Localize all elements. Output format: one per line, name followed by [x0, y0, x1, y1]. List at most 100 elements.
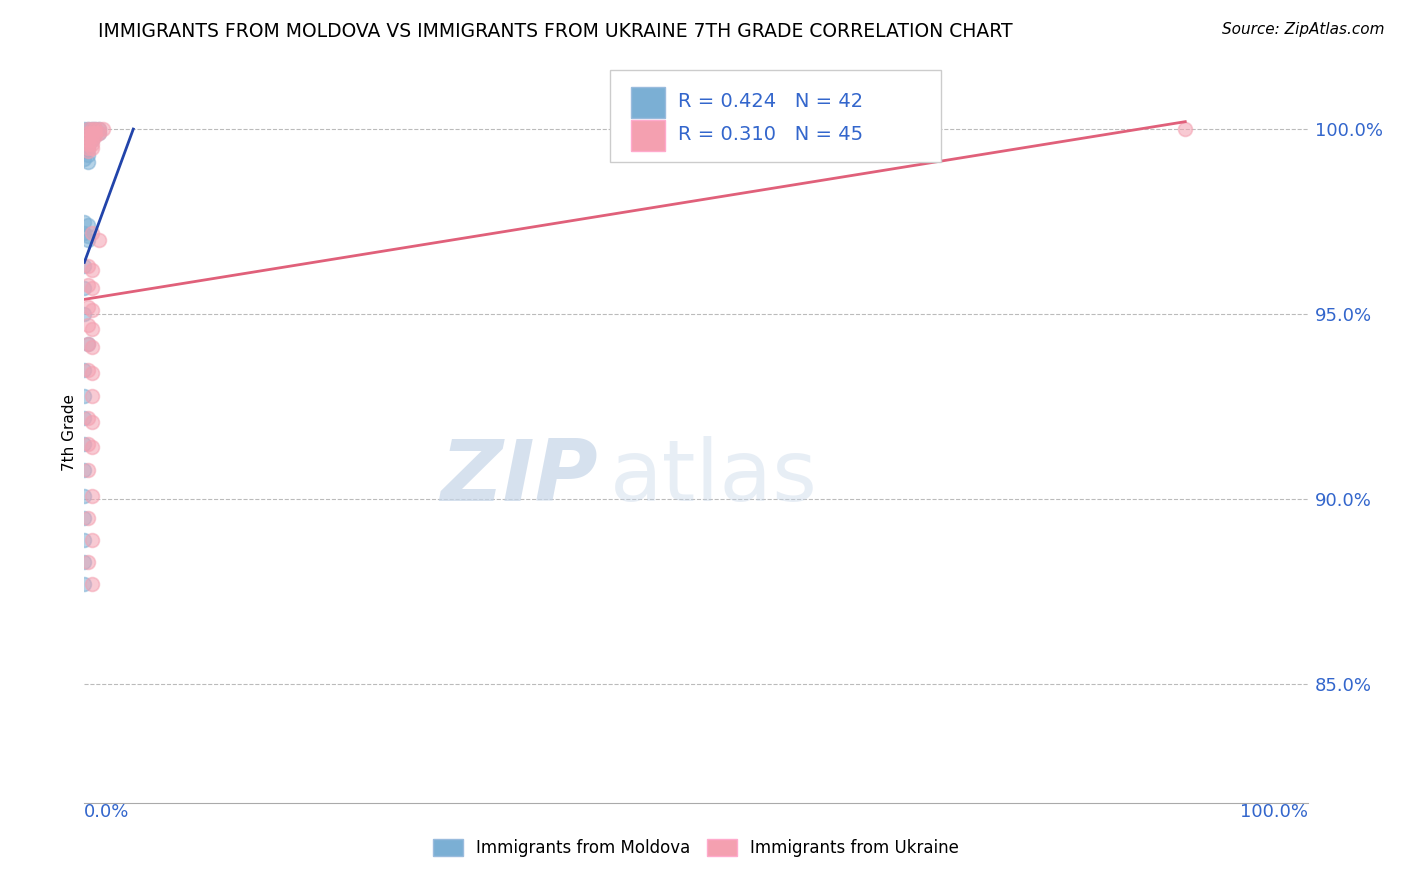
- Point: [77, 318, 100, 333]
- Point: [77, 436, 100, 450]
- Point: [80, 226, 103, 240]
- Point: [80, 367, 103, 381]
- Point: [73, 281, 96, 295]
- Point: [77, 136, 100, 151]
- Point: [80, 133, 103, 147]
- Point: [73, 489, 96, 503]
- Point: [80, 126, 103, 140]
- Text: R = 0.424   N = 42: R = 0.424 N = 42: [678, 92, 863, 112]
- Point: [73, 555, 96, 569]
- Point: [77, 277, 100, 292]
- Text: atlas: atlas: [610, 435, 818, 518]
- Point: [77, 462, 100, 476]
- Point: [77, 229, 100, 244]
- Point: [80, 577, 103, 591]
- Point: [73, 129, 96, 144]
- Point: [87, 126, 110, 140]
- Point: [73, 214, 96, 228]
- Bar: [631, 87, 665, 118]
- Point: [77, 126, 100, 140]
- Point: [77, 336, 100, 351]
- Point: [80, 122, 103, 136]
- Text: ZIP: ZIP: [440, 435, 598, 518]
- Point: [77, 136, 100, 151]
- Point: [73, 410, 96, 425]
- Point: [77, 219, 100, 233]
- Point: [80, 129, 103, 144]
- Point: [80, 262, 103, 277]
- Point: [77, 122, 100, 136]
- Point: [80, 281, 103, 295]
- Point: [77, 122, 100, 136]
- Point: [77, 129, 100, 144]
- Point: [77, 140, 100, 154]
- Point: [73, 226, 96, 240]
- FancyBboxPatch shape: [610, 70, 941, 162]
- Point: [73, 388, 96, 402]
- Point: [73, 510, 96, 524]
- Point: [77, 233, 100, 247]
- Point: [80, 415, 103, 429]
- Point: [80, 388, 103, 402]
- Point: [73, 362, 96, 376]
- Point: [80, 133, 103, 147]
- Bar: [631, 120, 665, 152]
- Point: [80, 122, 103, 136]
- Point: [73, 133, 96, 147]
- Point: [77, 362, 100, 376]
- Point: [84, 129, 107, 144]
- Point: [77, 145, 100, 159]
- Point: [77, 410, 100, 425]
- Legend: Immigrants from Moldova, Immigrants from Ukraine: Immigrants from Moldova, Immigrants from…: [433, 839, 959, 857]
- Point: [80, 322, 103, 336]
- Point: [77, 155, 100, 169]
- Point: [87, 122, 110, 136]
- Point: [80, 533, 103, 547]
- Point: [84, 122, 107, 136]
- Point: [84, 126, 107, 140]
- Point: [80, 489, 103, 503]
- Point: [73, 136, 96, 151]
- Point: [87, 122, 110, 136]
- Text: Source: ZipAtlas.com: Source: ZipAtlas.com: [1222, 22, 1385, 37]
- Point: [73, 436, 96, 450]
- Point: [77, 129, 100, 144]
- Point: [77, 555, 100, 569]
- Point: [73, 533, 96, 547]
- Point: [77, 336, 100, 351]
- Point: [73, 122, 96, 136]
- Text: 0.0%: 0.0%: [84, 803, 129, 821]
- Point: [1174, 122, 1197, 136]
- Point: [84, 122, 107, 136]
- Point: [73, 140, 96, 154]
- Point: [84, 126, 107, 140]
- Point: [80, 341, 103, 355]
- Point: [73, 145, 96, 159]
- Point: [73, 259, 96, 273]
- Point: [80, 136, 103, 151]
- Point: [80, 126, 103, 140]
- Point: [91, 122, 114, 136]
- Point: [73, 577, 96, 591]
- Point: [87, 233, 110, 247]
- Text: 100.0%: 100.0%: [1240, 803, 1308, 821]
- Point: [80, 303, 103, 318]
- Point: [73, 152, 96, 166]
- Point: [77, 148, 100, 162]
- Point: [87, 126, 110, 140]
- Point: [73, 307, 96, 321]
- Point: [77, 126, 100, 140]
- Point: [77, 300, 100, 314]
- Point: [77, 133, 100, 147]
- Text: R = 0.310   N = 45: R = 0.310 N = 45: [678, 126, 863, 145]
- Point: [77, 259, 100, 273]
- Point: [73, 462, 96, 476]
- Y-axis label: 7th Grade: 7th Grade: [62, 394, 77, 471]
- Text: IMMIGRANTS FROM MOLDOVA VS IMMIGRANTS FROM UKRAINE 7TH GRADE CORRELATION CHART: IMMIGRANTS FROM MOLDOVA VS IMMIGRANTS FR…: [98, 22, 1014, 41]
- Point: [77, 133, 100, 147]
- Point: [80, 441, 103, 455]
- Point: [77, 510, 100, 524]
- Point: [80, 140, 103, 154]
- Point: [80, 129, 103, 144]
- Point: [77, 140, 100, 154]
